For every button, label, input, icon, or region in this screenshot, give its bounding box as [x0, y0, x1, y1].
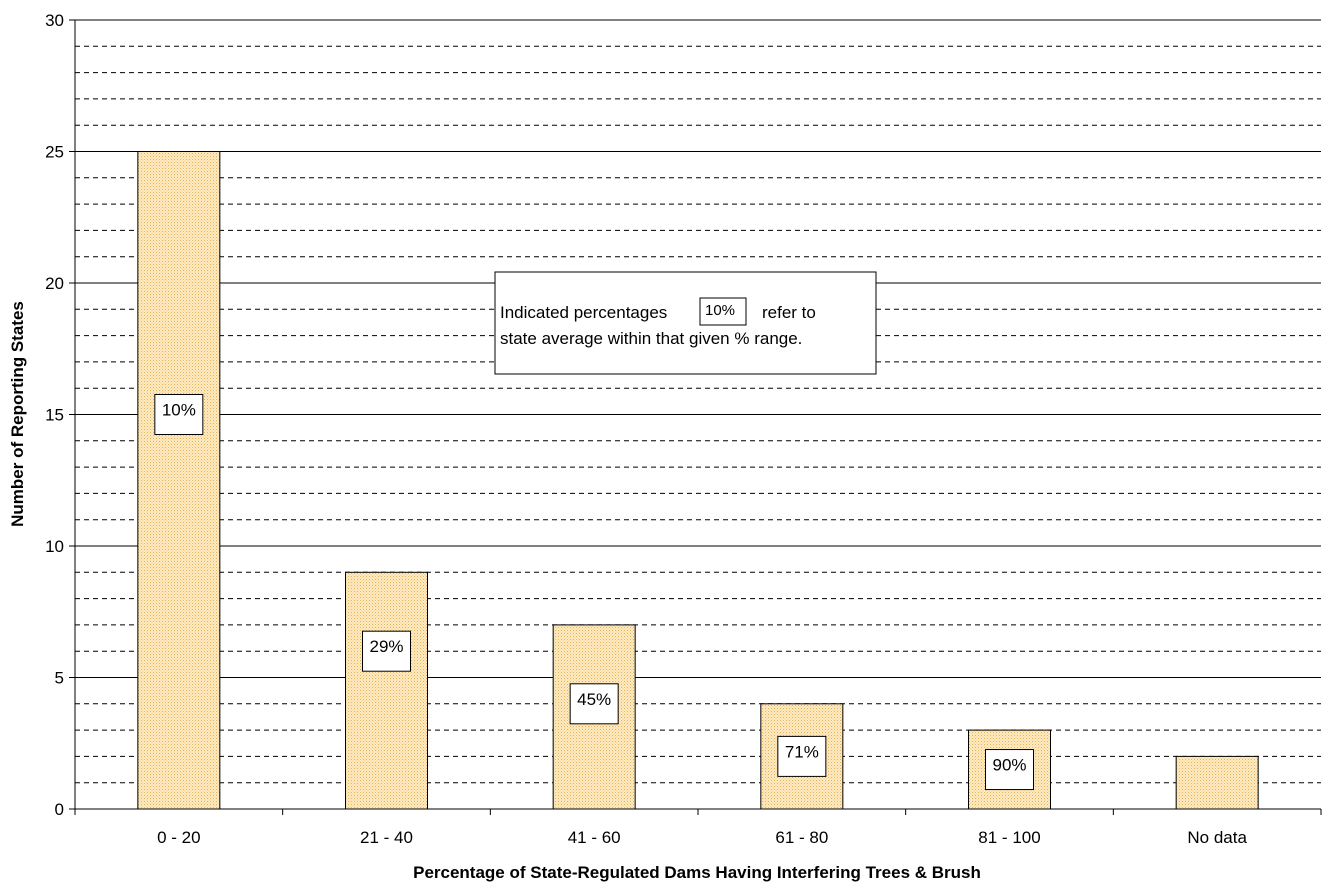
- data-label: 29%: [362, 630, 411, 672]
- x-axis-title: Percentage of State-Regulated Dams Havin…: [413, 863, 981, 882]
- x-tick-label: 0 - 20: [157, 828, 200, 847]
- annotation-text-line2: state average within that given % range.: [500, 329, 802, 348]
- data-labels: 10% 29% 45% 71% 90%: [154, 394, 1034, 791]
- x-tick-label: 81 - 100: [978, 828, 1040, 847]
- data-label-box: [154, 394, 204, 435]
- x-tick-label: 21 - 40: [360, 828, 413, 847]
- x-tick-label: No data: [1187, 828, 1247, 847]
- y-tick-label: 0: [55, 800, 64, 819]
- data-label-box: [985, 749, 1034, 791]
- y-tick-label: 5: [55, 669, 64, 688]
- data-label: 71%: [777, 735, 827, 777]
- gridlines: [75, 19, 1321, 784]
- annotation-sample-box: [699, 297, 747, 326]
- data-label-text: 29%: [369, 637, 403, 656]
- bar-nodata: [1175, 755, 1259, 810]
- y-tick-label: 15: [45, 406, 64, 425]
- annotation-text-part1: Indicated percentages: [500, 303, 667, 322]
- data-label-text: 90%: [992, 756, 1026, 775]
- bar-0-20: [137, 151, 221, 810]
- data-label-text: 71%: [785, 742, 819, 761]
- data-label-text: 10%: [162, 401, 196, 420]
- data-label: 45%: [569, 683, 619, 725]
- y-tick-label: 10: [45, 537, 64, 556]
- x-tick-label: 41 - 60: [568, 828, 621, 847]
- data-label-text: 45%: [577, 690, 611, 709]
- bars: [137, 151, 1259, 810]
- y-tick-label: 30: [45, 11, 64, 30]
- y-tick-label: 20: [45, 274, 64, 293]
- annotation-text-part2: refer to: [762, 303, 816, 322]
- axes: [69, 19, 1322, 815]
- data-label: 10%: [154, 394, 204, 435]
- tick-labels: 0 5 10 15 20 25 30 0 - 20 21 - 40 41 - 60 61 - 80 8…: [45, 11, 1247, 847]
- y-tick-label: 25: [45, 143, 64, 162]
- data-label: 90%: [985, 749, 1034, 791]
- x-tick-label: 61 - 80: [775, 828, 828, 847]
- data-label-box: [777, 735, 827, 777]
- y-axis-title: Number of Reporting States: [8, 301, 27, 527]
- annotation-sample-label: 10%: [705, 302, 735, 319]
- bar-21-40: [345, 571, 428, 810]
- data-label-box: [362, 630, 411, 672]
- data-label-box: [569, 683, 619, 725]
- annotation-box: Indicated percentages 10% refer to state…: [494, 271, 877, 375]
